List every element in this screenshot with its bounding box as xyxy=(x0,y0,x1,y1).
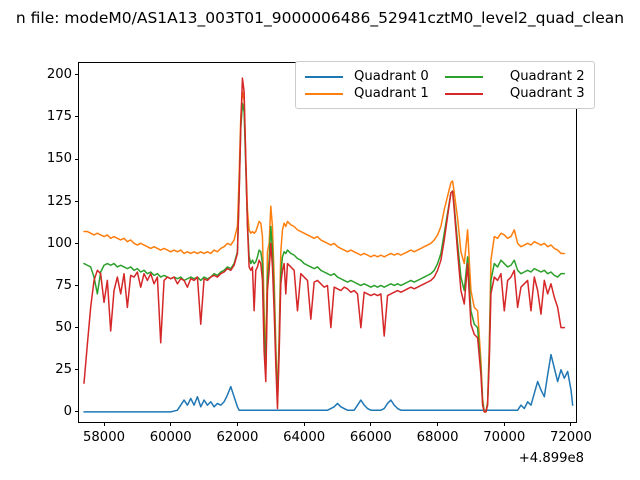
legend-label-quadrant-1: Quadrant 1 xyxy=(354,86,429,101)
figure-title: n file: modeM0/AS1A13_003T01_9000006486_… xyxy=(15,9,625,27)
series-line-quadrant-1 xyxy=(83,90,566,413)
x-tick-label: 66000 xyxy=(349,430,392,445)
y-tick-label: 150 xyxy=(46,151,72,167)
y-tick-mark xyxy=(74,116,79,118)
x-tick-label: 68000 xyxy=(416,430,459,445)
legend-swatch-cell xyxy=(429,68,510,85)
x-tick-mark xyxy=(370,422,372,426)
y-axis-tick-labels: 0 25 50 75 100 125 150 175 200 xyxy=(6,0,72,480)
plot-axes xyxy=(78,62,577,423)
legend-swatch-cell xyxy=(429,85,510,102)
y-tick-mark xyxy=(74,158,79,160)
y-tick-mark xyxy=(74,369,79,371)
y-tick-mark xyxy=(74,284,79,286)
x-tick-mark xyxy=(437,422,439,426)
y-tick-label: 100 xyxy=(46,235,72,251)
y-tick-label: 0 xyxy=(63,404,72,420)
y-tick-mark xyxy=(74,242,79,244)
x-tick-label: 60000 xyxy=(149,430,192,445)
y-tick-mark xyxy=(74,74,79,76)
legend-line-icon-quadrant-3 xyxy=(444,92,483,95)
y-tick-mark xyxy=(74,411,79,413)
x-tick-label: 64000 xyxy=(283,430,326,445)
legend-line-icon-quadrant-1 xyxy=(305,92,343,95)
y-tick-label: 75 xyxy=(55,277,72,293)
x-tick-mark xyxy=(103,422,105,426)
y-tick-label: 50 xyxy=(55,320,72,335)
legend-label-quadrant-0: Quadrant 0 xyxy=(354,69,429,84)
y-tick-label: 125 xyxy=(46,193,72,209)
x-axis-offset-label: +4.899e8 xyxy=(518,451,584,466)
series-line-quadrant-3 xyxy=(83,77,566,413)
legend-swatch-cell xyxy=(305,85,354,102)
x-tick-label: 58000 xyxy=(83,430,125,445)
x-axis-tick-labels: 58000 60000 62000 64000 66000 68000 70000 72000 xyxy=(0,431,640,449)
x-tick-mark xyxy=(570,422,572,426)
y-tick-label: 200 xyxy=(46,67,72,83)
plot-lines-svg xyxy=(83,77,574,413)
legend-line-icon-quadrant-0 xyxy=(305,75,343,78)
x-tick-mark xyxy=(236,422,238,426)
legend-label-quadrant-2: Quadrant 2 xyxy=(509,69,585,84)
y-tick-label: 175 xyxy=(46,109,72,125)
y-tick-mark xyxy=(74,200,79,202)
y-tick-label: 25 xyxy=(55,362,72,378)
chart-legend: Quadrant 0 Quadrant 2 Quadrant 1 Quadran… xyxy=(295,61,595,109)
x-tick-mark xyxy=(170,422,172,426)
legend-row: Quadrant 0 Quadrant 2 xyxy=(305,68,585,85)
x-tick-label: 72000 xyxy=(550,430,592,445)
legend-row: Quadrant 1 Quadrant 3 xyxy=(305,85,585,102)
y-tick-mark xyxy=(74,327,79,329)
legend-table: Quadrant 0 Quadrant 2 Quadrant 1 Quadran… xyxy=(305,68,585,102)
x-tick-label: 62000 xyxy=(216,430,259,445)
legend-swatch-cell xyxy=(305,68,354,85)
legend-line-icon-quadrant-2 xyxy=(444,75,483,78)
x-tick-label: 70000 xyxy=(483,430,526,445)
x-tick-mark xyxy=(503,422,505,426)
series-line-quadrant-2 xyxy=(83,102,566,413)
series-line-quadrant-0 xyxy=(83,353,574,413)
x-tick-mark xyxy=(303,422,305,426)
legend-label-quadrant-3: Quadrant 3 xyxy=(509,86,585,101)
